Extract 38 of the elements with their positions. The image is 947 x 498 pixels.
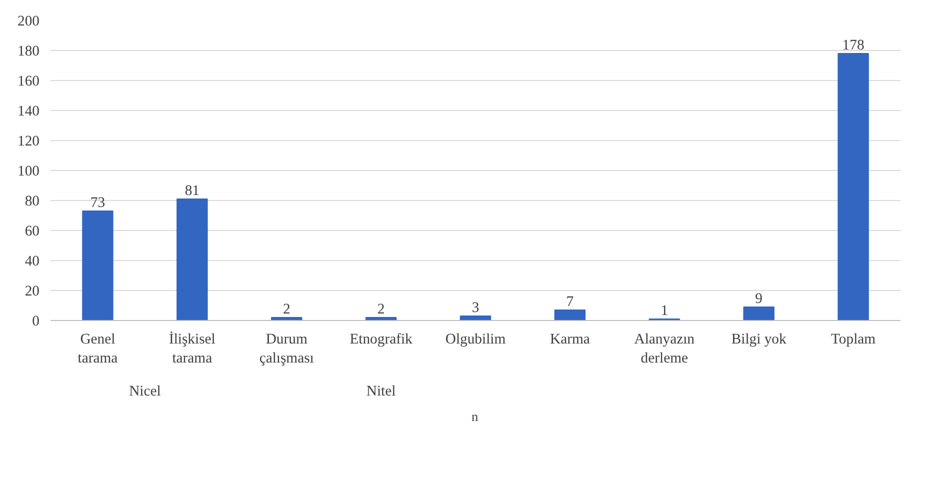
- text: n: [472, 409, 480, 425]
- y-tick-label: 20: [24, 284, 40, 300]
- x-tick-label: Bilgi yok: [731, 332, 787, 348]
- y-tick-label: 0: [32, 314, 40, 330]
- y-tick-label: 120: [18, 134, 40, 150]
- data-label: 2: [282, 302, 290, 318]
- y-tick-label: 140: [18, 104, 40, 120]
- text: Nitel: [366, 384, 396, 400]
- x-tick-label: Genel tarama: [78, 332, 118, 367]
- data-label: 1: [660, 303, 668, 319]
- y-tick-label: 80: [24, 194, 40, 210]
- x-tick-label: Alanyazın derleme: [634, 332, 696, 367]
- y-tick-label: 40: [24, 254, 40, 270]
- bar: [554, 310, 586, 320]
- y-tick-label: 60: [24, 224, 40, 240]
- bar: [460, 316, 492, 320]
- bar: [743, 306, 774, 320]
- data-label: 73: [90, 195, 106, 211]
- data-label: 2: [377, 302, 385, 318]
- data-label: 3: [472, 300, 480, 316]
- bar: [176, 198, 208, 320]
- x-tick-label: Toplam: [830, 332, 876, 348]
- x-tick-label: Durum çalışması: [259, 332, 314, 367]
- x-tick-label: Etnografik: [350, 332, 414, 348]
- bar: [838, 53, 869, 320]
- y-tick-label: 100: [18, 164, 40, 180]
- x-tick-label: İlişkisel tarama: [168, 330, 216, 367]
- y-tick-label: 200: [18, 14, 40, 30]
- data-label: 9: [755, 291, 762, 307]
- x-tick-label: Karma: [550, 332, 590, 348]
- x-tick-label: Olgubilim: [445, 332, 506, 348]
- data-label: 178: [842, 38, 864, 54]
- y-tick-label: 160: [18, 74, 40, 90]
- text: Nicel: [129, 384, 161, 400]
- y-tick-label: 180: [18, 44, 40, 60]
- bar: [82, 210, 114, 320]
- data-label: 81: [184, 183, 200, 199]
- data-label: 7: [566, 294, 574, 310]
